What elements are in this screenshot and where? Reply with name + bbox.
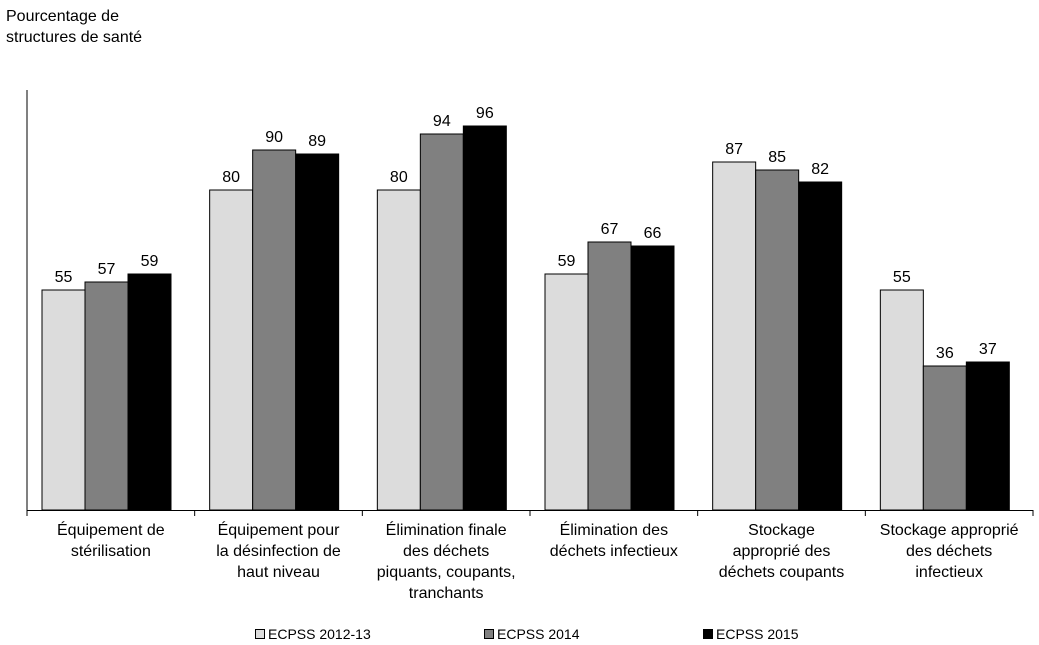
x-tick-label-line: haut niveau: [237, 564, 320, 581]
x-tick-label-line: Équipement de: [57, 522, 165, 539]
data-label: 80: [222, 169, 240, 186]
bar: [544, 273, 589, 511]
x-tick-label-line: des déchets: [403, 543, 490, 560]
x-tick-label-line: Stockage: [748, 522, 815, 539]
x-tick-label-line: la désinfection de: [216, 543, 341, 560]
bar: [879, 289, 924, 511]
data-label: 67: [601, 221, 619, 238]
data-label: 82: [811, 161, 829, 178]
bar: [462, 125, 507, 511]
x-tick-label-line: des déchets: [906, 543, 993, 560]
x-tick-label-line: approprié des: [732, 543, 831, 560]
data-label: 59: [558, 253, 576, 270]
x-tick-label-line: tranchants: [408, 585, 484, 602]
x-tick-label-line: infectieux: [915, 564, 983, 581]
x-tick-label: Stockage approprié des déchets coupants: [693, 520, 871, 583]
bar: [376, 189, 421, 511]
bar: [127, 273, 172, 511]
x-tick-label-line: stérilisation: [70, 543, 151, 560]
x-tick-label: Stockage approprié des déchets infectieux: [860, 520, 1038, 583]
bar: [755, 169, 800, 511]
x-tick-label-line: déchets coupants: [718, 564, 845, 581]
bar: [84, 281, 129, 511]
bar: [922, 365, 967, 511]
legend-item: ECPSS 2012-13: [255, 626, 371, 642]
data-label: 55: [893, 269, 911, 286]
x-tick-label-line: Équipement pour: [217, 522, 340, 539]
bar: [41, 289, 86, 511]
bar: [587, 241, 632, 511]
data-label: 96: [476, 105, 494, 122]
data-label: 55: [55, 269, 73, 286]
x-tick-label-line: piquants, coupants,: [376, 564, 516, 581]
y-axis-label-line: structures de santé: [6, 29, 143, 46]
data-label: 59: [141, 253, 159, 270]
bar: [965, 361, 1010, 511]
y-axis-label-line: Pourcentage de: [6, 8, 119, 25]
data-label: 85: [768, 149, 786, 166]
bar: [630, 245, 675, 511]
x-tick-label-line: Élimination finale: [385, 522, 507, 539]
data-label: 66: [644, 225, 662, 242]
legend-label: ECPSS 2012-13: [268, 626, 371, 642]
legend-swatch: [255, 629, 265, 639]
x-tick-label-line: Élimination des: [559, 522, 669, 539]
x-tick-label: Élimination finale des déchets piquants, c…: [357, 520, 535, 604]
legend-item: ECPSS 2014: [484, 626, 580, 642]
data-label: 90: [265, 129, 283, 146]
data-label: 36: [936, 345, 954, 362]
data-label: 94: [433, 113, 451, 130]
legend-item: ECPSS 2015: [703, 626, 799, 642]
legend-swatch: [703, 629, 713, 639]
bar: [295, 153, 340, 511]
data-label: 87: [725, 141, 743, 158]
data-label: 80: [390, 169, 408, 186]
data-label: 89: [308, 133, 326, 150]
x-tick-label: Équipement pour la désinfection de haut ni…: [190, 520, 368, 583]
bar: [419, 133, 464, 511]
data-label: 57: [98, 261, 116, 278]
legend-label: ECPSS 2014: [497, 626, 580, 642]
y-axis-label: Pourcentage de structures de santé: [6, 6, 142, 48]
x-tick-label: Équipement de stérilisation: [22, 520, 200, 562]
legend-label: ECPSS 2015: [716, 626, 799, 642]
x-tick-label-line: Stockage approprié: [879, 522, 1019, 539]
bar: [209, 189, 254, 511]
data-label: 37: [979, 341, 997, 358]
bar: [252, 149, 297, 511]
bar: [712, 161, 757, 511]
legend-swatch: [484, 629, 494, 639]
x-tick-label-line: déchets infectieux: [549, 543, 678, 560]
bar: [798, 181, 843, 511]
x-tick-label: Élimination des déchets infectieux: [525, 520, 703, 562]
